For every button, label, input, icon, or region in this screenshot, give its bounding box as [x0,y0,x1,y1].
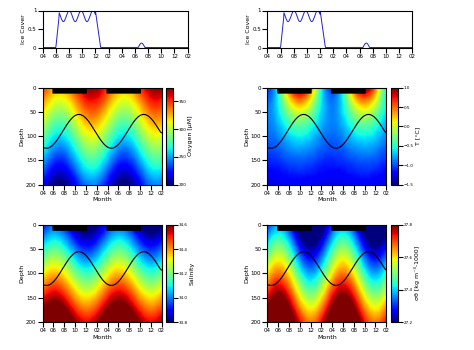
Y-axis label: Depth: Depth [244,127,249,146]
Y-axis label: Depth: Depth [244,264,249,283]
FancyBboxPatch shape [107,88,141,94]
FancyBboxPatch shape [331,88,366,94]
Y-axis label: Ice Cover: Ice Cover [246,14,251,44]
Y-axis label: Ice Cover: Ice Cover [21,14,26,44]
Y-axis label: Oxygen [μM]: Oxygen [μM] [188,116,193,156]
FancyBboxPatch shape [277,225,312,231]
Y-axis label: Depth: Depth [19,264,25,283]
Y-axis label: T [°C]: T [°C] [415,127,420,145]
X-axis label: Month: Month [317,197,337,202]
X-axis label: Month: Month [92,335,112,339]
Y-axis label: Depth: Depth [19,127,25,146]
FancyBboxPatch shape [53,225,87,231]
FancyBboxPatch shape [107,225,141,231]
Y-axis label: Salinity: Salinity [190,262,195,285]
X-axis label: Month: Month [92,197,112,202]
X-axis label: Month: Month [317,335,337,339]
FancyBboxPatch shape [277,88,312,94]
Y-axis label: σθ [kg m⁻³-1000]: σθ [kg m⁻³-1000] [414,246,420,301]
FancyBboxPatch shape [53,88,87,94]
FancyBboxPatch shape [331,225,366,231]
